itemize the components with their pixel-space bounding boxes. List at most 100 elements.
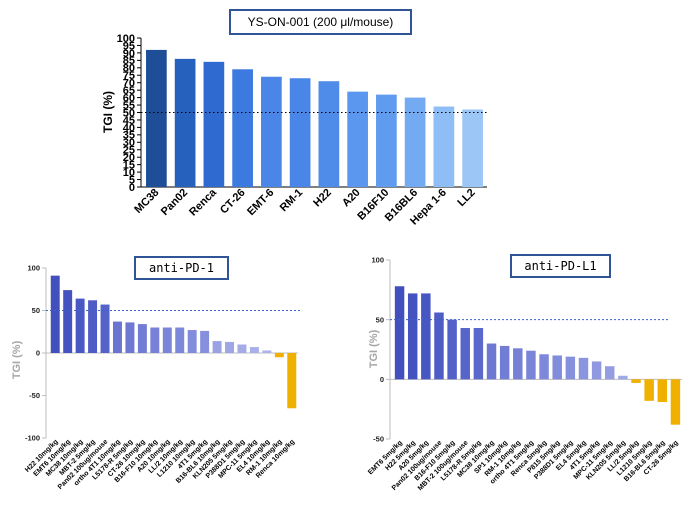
chart-1-category-label: Renca (187, 186, 219, 218)
chart-1-bar (146, 49, 167, 187)
chart-2-y-tick-label: -50 (29, 391, 40, 400)
chart-1-category-label: MC38 (132, 187, 161, 216)
chart-1-category-label: LL2 (455, 187, 477, 209)
chart-1-y-tick-label: 100 (117, 33, 135, 45)
chart-2-bar (50, 275, 60, 353)
chart-3-bar (499, 345, 510, 380)
chart-2-bar (274, 353, 284, 358)
chart-3-bar (526, 350, 536, 380)
chart-2-bar (175, 327, 185, 353)
chart-1-y-tick-label: 70 (123, 78, 135, 90)
chart-1-y-tick-label: 75 (123, 70, 135, 82)
chart-1-y-tick-label: 0 (129, 182, 135, 194)
chart-1-y-tick-label: 15 (123, 160, 135, 172)
chart-1-category-label: CT-26 (218, 187, 248, 217)
chart-1-y-tick-label: 85 (123, 55, 135, 67)
chart-3-bar (421, 293, 431, 380)
chart-2-y-tick-label: -100 (25, 434, 40, 443)
chart-3-y-tick-label: -50 (373, 435, 384, 444)
chart-3-bar (394, 286, 405, 380)
chart-2-bar (187, 330, 197, 353)
chart-1-y-tick-label: 65 (123, 85, 135, 97)
chart-2-bar (88, 300, 98, 353)
chart-2-bar (200, 330, 210, 353)
chart-3-bar (407, 293, 418, 380)
chart-1-bar (289, 78, 311, 187)
chart-1-bar (347, 91, 368, 187)
chart-3-bar (473, 328, 484, 380)
chart-2-bar (249, 347, 259, 353)
chart-1-category-label: A20 (340, 187, 363, 210)
chart-3-bar (644, 379, 654, 401)
chart-1-category-label: Pan02 (159, 187, 190, 218)
chart-1-title-box: YS-ON-001 (200 μl/mouse) (229, 9, 412, 35)
chart-3-bar (565, 356, 576, 380)
chart-3-bar (552, 355, 562, 380)
chart-2-bar (225, 341, 235, 353)
chart-1-bar (318, 81, 340, 187)
chart-1-bar (261, 76, 282, 187)
chart-1-bar (232, 69, 253, 187)
chart-1-bar (376, 94, 397, 187)
chart-3-y-label: TGI (%) (368, 329, 380, 368)
chart-2-bar (100, 304, 110, 353)
chart-1-y-tick-label: 40 (123, 122, 135, 134)
chart-2-bar (125, 322, 135, 353)
chart-1-y-tick-label: 95 (123, 40, 135, 52)
chart-1-y-tick-label: 80 (123, 63, 135, 75)
chart-2-bar (137, 324, 147, 353)
chart-1-bar (433, 106, 455, 187)
chart-1-y-label: TGI (%) (101, 91, 115, 133)
chart-2-bar (262, 350, 272, 353)
chart-2-y-tick-label: 0 (36, 349, 40, 358)
chart-1-bar (462, 109, 483, 187)
chart-1-y-tick-label: 30 (123, 137, 135, 149)
chart-3-bar (591, 361, 602, 380)
chart-1-y-tick-label: 50 (123, 107, 135, 119)
chart-1-bar (404, 97, 426, 187)
chart-2-bar (212, 341, 222, 353)
chart-3-bar (447, 319, 457, 380)
chart-1-bar (203, 61, 225, 188)
chart-1-category-label: EMT-6 (245, 187, 276, 218)
chart-3-bar (670, 379, 681, 425)
chart-3-bar (434, 312, 444, 380)
chart-2-bar (237, 344, 247, 353)
chart-2-bar (150, 327, 160, 353)
chart-3-bar (657, 379, 668, 403)
chart-3-bar (513, 348, 523, 380)
chart-2-title: anti-PD-1 (148, 261, 215, 275)
chart-3-bar (631, 379, 641, 383)
chart-1-y-tick-label: 5 (129, 174, 135, 186)
chart-3-y-tick-label: 100 (371, 256, 384, 265)
chart-2-bar (162, 327, 172, 353)
chart-2-y-tick-label: 50 (32, 306, 40, 315)
chart-1-category-label: RM-1 (278, 187, 305, 214)
chart-2-title-box: anti-PD-1 (134, 256, 229, 280)
chart-1-y-tick-label: 55 (123, 100, 135, 112)
chart-2-y-tick-label: 100 (27, 264, 40, 273)
chart-3-y-tick-label: 50 (376, 315, 384, 324)
chart-1-y-tick-label: 10 (123, 167, 135, 179)
chart-3-bar (618, 375, 628, 380)
chart-2-bar (75, 298, 85, 353)
chart-1-y-tick-label: 45 (123, 115, 135, 127)
chart-1-y-tick-label: 60 (123, 92, 135, 104)
chart-1-y-tick-label: 35 (123, 130, 135, 142)
chart-2-bar (63, 290, 73, 353)
chart-1-y-tick-label: 20 (123, 152, 135, 164)
chart-2-y-label: TGI (%) (11, 340, 23, 379)
chart-1-y-tick-label: 25 (123, 145, 135, 157)
chart-3-bar (605, 366, 615, 380)
chart-3-bar (460, 328, 470, 380)
chart-2-bar (112, 321, 122, 353)
chart-1-title: YS-ON-001 (200 μl/mouse) (247, 15, 394, 29)
chart-3-title-box: anti-PD-L1 (510, 254, 611, 278)
chart-3-title: anti-PD-L1 (524, 259, 597, 273)
chart-3-bar (578, 357, 589, 380)
chart-1-y-tick-label: 90 (123, 48, 135, 60)
chart-1-category-label: H22 (311, 187, 334, 210)
chart-2-bar (287, 353, 297, 409)
chart-1-bar (174, 58, 196, 187)
